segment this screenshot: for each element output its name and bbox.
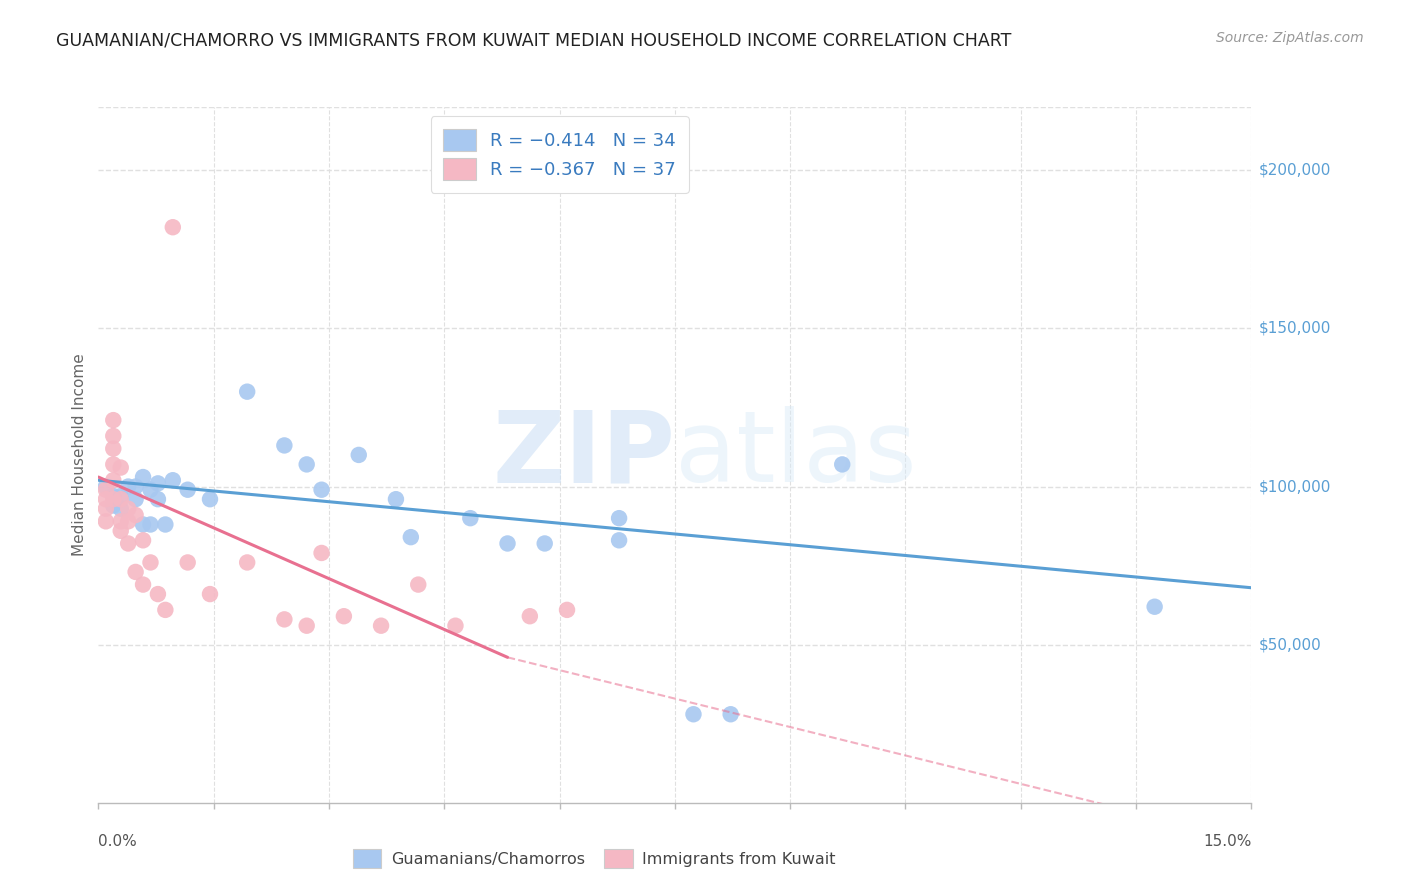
Text: atlas: atlas [675,407,917,503]
Point [94,492,117,507]
Point [370,618,392,632]
Point [103,473,125,487]
Point [831,458,853,472]
Text: GUAMANIAN/CHAMORRO VS IMMIGRANTS FROM KUWAIT MEDIAN HOUSEHOLD INCOME CORRELATION: GUAMANIAN/CHAMORRO VS IMMIGRANTS FROM KU… [56,31,1011,49]
Point [103,458,125,472]
Point [103,413,125,427]
Point [273,438,295,452]
Text: $100,000: $100,000 [1258,479,1330,494]
Point [139,517,162,532]
Point [124,479,146,493]
Point [176,556,198,570]
Point [117,479,139,493]
Point [347,448,370,462]
Point [236,384,259,399]
Point [399,530,422,544]
Point [607,511,630,525]
Text: $200,000: $200,000 [1258,163,1330,178]
Point [110,460,132,475]
Point [162,473,184,487]
Point [295,458,318,472]
Point [132,470,155,484]
Point [110,501,132,516]
Point [295,618,318,632]
Point [496,536,519,550]
Point [555,603,578,617]
Point [444,618,467,632]
Point [682,707,704,722]
Point [94,501,117,516]
Point [110,492,132,507]
Point [720,707,742,722]
Point [110,489,132,503]
Point [406,577,429,591]
Point [519,609,541,624]
Point [198,492,221,507]
Text: $150,000: $150,000 [1258,321,1330,336]
Point [124,492,146,507]
Point [139,483,162,497]
Point [176,483,198,497]
Point [273,612,295,626]
Y-axis label: Median Household Income: Median Household Income [72,353,87,557]
Text: 0.0%: 0.0% [98,834,138,849]
Point [236,556,259,570]
Text: ZIP: ZIP [492,407,675,503]
Point [103,499,125,513]
Point [607,533,630,548]
Point [132,517,155,532]
Point [103,489,125,503]
Point [460,511,482,525]
Point [139,556,162,570]
Point [1143,599,1166,614]
Point [117,501,139,516]
Point [333,609,356,624]
Point [110,524,132,538]
Point [162,220,184,235]
Point [146,476,169,491]
Text: 15.0%: 15.0% [1204,834,1251,849]
Point [103,492,125,507]
Point [385,492,408,507]
Text: Source: ZipAtlas.com: Source: ZipAtlas.com [1216,31,1364,45]
Point [198,587,221,601]
Point [533,536,555,550]
Point [103,429,125,443]
Point [155,517,177,532]
Text: $50,000: $50,000 [1258,637,1322,652]
Point [117,536,139,550]
Point [155,603,177,617]
Point [94,479,117,493]
Point [117,514,139,528]
Point [146,587,169,601]
Point [124,508,146,522]
Point [311,483,333,497]
Point [110,514,132,528]
Point [132,533,155,548]
Point [124,565,146,579]
Point [311,546,333,560]
Point [132,577,155,591]
Point [94,514,117,528]
Point [103,442,125,456]
Legend: Guamanians/Chamorros, Immigrants from Kuwait: Guamanians/Chamorros, Immigrants from Ku… [346,843,842,875]
Point [94,483,117,497]
Point [146,492,169,507]
